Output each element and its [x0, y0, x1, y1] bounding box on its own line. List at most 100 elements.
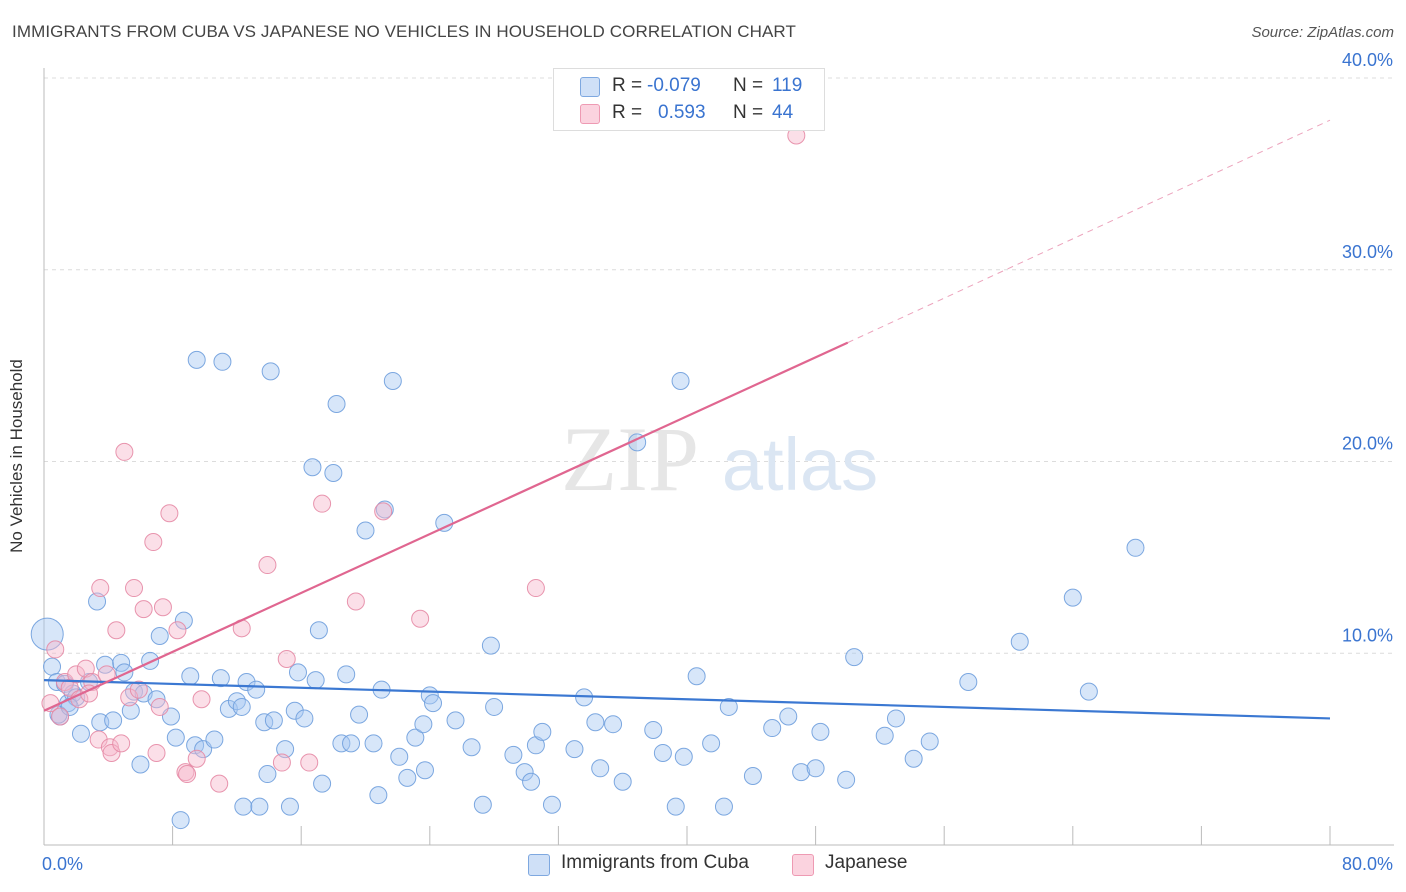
point-cuba [205, 730, 224, 749]
point-japanese [374, 502, 393, 521]
point-cuba [250, 797, 269, 816]
point-cuba [414, 715, 433, 734]
legend-swatch-japanese [792, 854, 814, 876]
point-japanese [129, 680, 148, 699]
point-cuba [515, 763, 534, 782]
point-cuba [920, 732, 939, 751]
point-japanese [112, 734, 131, 753]
point-japanese [346, 592, 365, 611]
point-cuba [364, 734, 383, 753]
point-cuba [327, 394, 346, 413]
point-cuba [342, 734, 361, 753]
grid [44, 77, 1394, 654]
point-cuba [779, 707, 798, 726]
point-japanese [102, 743, 121, 762]
correlation-legend: R = -0.079 N = 119 R = 0.593 N = 44 [553, 68, 825, 131]
trend-extension-japanese [847, 119, 1331, 344]
point-cuba [337, 665, 356, 684]
point-cuba [350, 705, 369, 724]
point-cuba [96, 655, 115, 674]
point-cuba [280, 797, 299, 816]
point-japanese [192, 690, 211, 709]
point-cuba [171, 811, 190, 830]
legend-n-value: 44 [772, 102, 794, 123]
point-cuba [258, 765, 277, 784]
point-japanese [153, 598, 172, 617]
point-cuba [763, 719, 782, 738]
point-cuba [792, 763, 811, 782]
y-tick-label: 10.0% [1342, 625, 1393, 645]
point-cuba [213, 352, 232, 371]
point-cuba [424, 694, 443, 713]
point-cuba [88, 592, 107, 611]
point-cuba [356, 521, 375, 540]
point-cuba [542, 795, 561, 814]
point-cuba [702, 734, 721, 753]
point-cuba [121, 701, 140, 720]
point-cuba [43, 657, 62, 676]
point-cuba [591, 759, 610, 778]
point-cuba [687, 667, 706, 686]
point-cuba [264, 711, 283, 730]
point-cuba [473, 795, 492, 814]
point-japanese [168, 621, 187, 640]
watermark-atlas: atlas [722, 423, 878, 506]
point-cuba [232, 697, 251, 716]
point-japanese [51, 707, 70, 726]
point-cuba [313, 774, 332, 793]
legend-r-value: -0.079 [647, 75, 701, 96]
point-cuba [309, 621, 328, 640]
point-cuba [462, 738, 481, 757]
point-japanese [272, 753, 291, 772]
point-cuba [141, 651, 160, 670]
point-cuba [714, 797, 733, 816]
tick-labels: 10.0% 20.0% 30.0% 40.0% 0.0% 80.0% [42, 50, 1393, 874]
point-japanese [134, 600, 153, 619]
legend-label-cuba: Immigrants from Cuba [561, 852, 749, 873]
point-cuba [481, 636, 500, 655]
legend-n-value: 119 [772, 75, 803, 96]
point-cuba [303, 458, 322, 477]
point-cuba [187, 350, 206, 369]
point-cuba [586, 713, 605, 732]
point-japanese [411, 609, 430, 628]
point-cuba [719, 697, 738, 716]
watermark-zip: ZIP [561, 408, 699, 510]
point-japanese [150, 697, 169, 716]
point-cuba [369, 786, 388, 805]
y-axis-label: No Vehicles in Household [7, 359, 26, 553]
x-tick-label: 80.0% [1342, 854, 1393, 874]
point-cuba [1126, 538, 1145, 557]
point-cuba [324, 464, 343, 483]
point-cuba [295, 709, 314, 728]
point-japanese [67, 665, 86, 684]
legend-swatch-cuba [580, 77, 600, 97]
point-japanese [144, 533, 163, 552]
point-cuba [653, 743, 672, 762]
point-cuba [71, 724, 90, 743]
x-tick-label: 0.0% [42, 854, 83, 874]
legend-swatch-japanese [580, 104, 600, 124]
point-cuba [1079, 682, 1098, 701]
point-cuba [398, 768, 417, 787]
point-cuba [276, 740, 295, 759]
point-cuba [131, 755, 150, 774]
legend-swatch-cuba [528, 854, 550, 876]
axes [43, 68, 1394, 846]
point-japanese [526, 579, 545, 598]
y-tick-label: 20.0% [1342, 434, 1393, 454]
point-cuba [837, 770, 856, 789]
point-cuba [1010, 632, 1029, 651]
point-japanese [91, 579, 110, 598]
legend-n-label: N = [733, 75, 764, 96]
point-cuba [845, 648, 864, 667]
point-japanese [160, 504, 179, 523]
trend-lines [43, 119, 1331, 720]
point-cuba [959, 673, 978, 692]
point-cuba [174, 611, 193, 630]
legend-r-label: R = [612, 75, 643, 96]
point-japanese [187, 749, 206, 768]
point-cuba [306, 671, 325, 690]
point-cuba [112, 653, 131, 672]
